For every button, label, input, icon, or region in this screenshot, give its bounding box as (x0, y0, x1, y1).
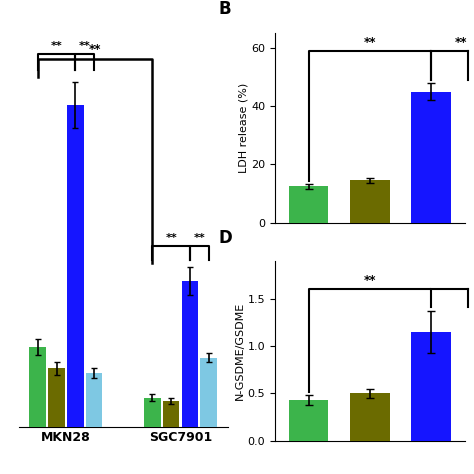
Bar (201, 358, 217, 427)
Text: **: ** (455, 36, 468, 49)
Bar (48, 368, 65, 427)
Text: **: ** (89, 43, 101, 56)
Text: **: ** (364, 274, 376, 287)
Text: B: B (218, 0, 231, 18)
Text: **: ** (79, 41, 91, 51)
Bar (411, 91, 451, 223)
Y-axis label: LDH release (%): LDH release (%) (238, 83, 248, 173)
Y-axis label: N-GSDME/GSDME: N-GSDME/GSDME (235, 301, 245, 400)
Bar (86, 373, 102, 427)
Bar (144, 398, 161, 427)
Bar (289, 186, 328, 223)
Text: **: ** (165, 233, 177, 243)
Bar (67, 105, 83, 427)
Bar (182, 281, 198, 427)
Bar (350, 393, 390, 441)
Bar (289, 400, 328, 441)
Bar (29, 347, 46, 427)
Bar (163, 401, 180, 427)
Text: **: ** (364, 36, 376, 49)
Text: **: ** (193, 233, 205, 243)
Text: D: D (218, 228, 232, 246)
Text: **: ** (51, 41, 63, 51)
Bar (411, 332, 451, 441)
Bar (350, 181, 390, 223)
